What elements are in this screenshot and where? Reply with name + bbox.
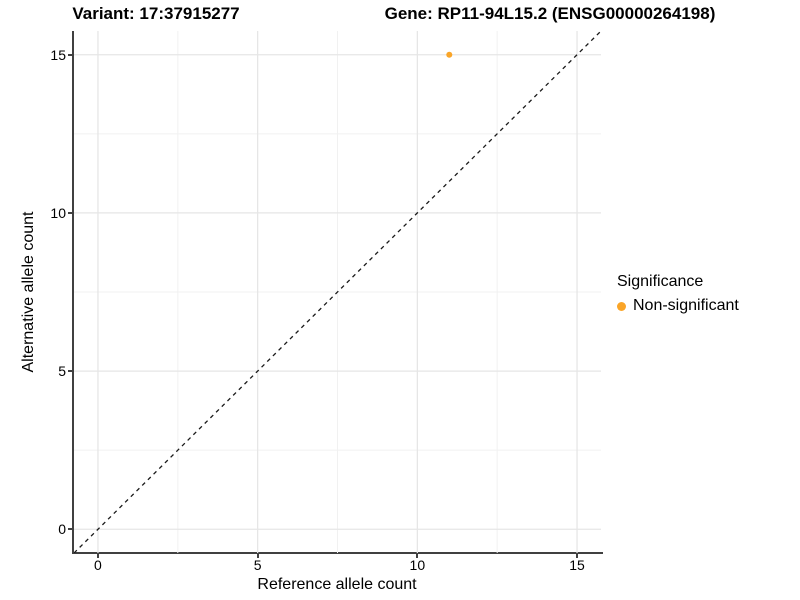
x-tick-mark [96, 554, 99, 558]
x-tick-mark [416, 554, 419, 558]
y-tick-label: 15 [50, 46, 66, 63]
x-tick-label: 0 [94, 557, 102, 573]
x-tick-label: 15 [569, 557, 585, 573]
y-tick-label: 10 [50, 204, 66, 221]
y-tick-mark [68, 211, 73, 214]
y-tick-mark [68, 370, 73, 373]
y-axis-line [72, 31, 74, 554]
legend-item-non-significant: Non-significant [617, 297, 739, 315]
data-point [446, 51, 453, 58]
x-axis-title: Reference allele count [257, 576, 417, 593]
y-tick-mark [68, 528, 73, 531]
x-tick-label: 10 [409, 557, 426, 573]
x-tick-mark [256, 554, 259, 558]
plot-panel [74, 31, 601, 553]
variant-title: Variant: 17:37915277 [72, 4, 240, 23]
x-tick-label: 5 [253, 557, 262, 573]
legend-point-icon [617, 301, 626, 311]
legend-title: Significance [617, 273, 704, 290]
x-tick-mark [576, 554, 579, 558]
y-tick-label: 0 [58, 521, 66, 538]
identity-dashed-line [74, 31, 601, 553]
gene-title: Gene: RP11-94L15.2 (ENSG00000264198) [384, 4, 716, 23]
legend: Significance Non-significant [617, 273, 739, 315]
y-tick-label: 5 [58, 363, 66, 380]
x-axis-line [72, 552, 603, 554]
legend-item-label: Non-significant [633, 297, 739, 314]
y-axis-title: Alternative allele count [20, 211, 37, 373]
y-tick-mark [68, 53, 73, 56]
